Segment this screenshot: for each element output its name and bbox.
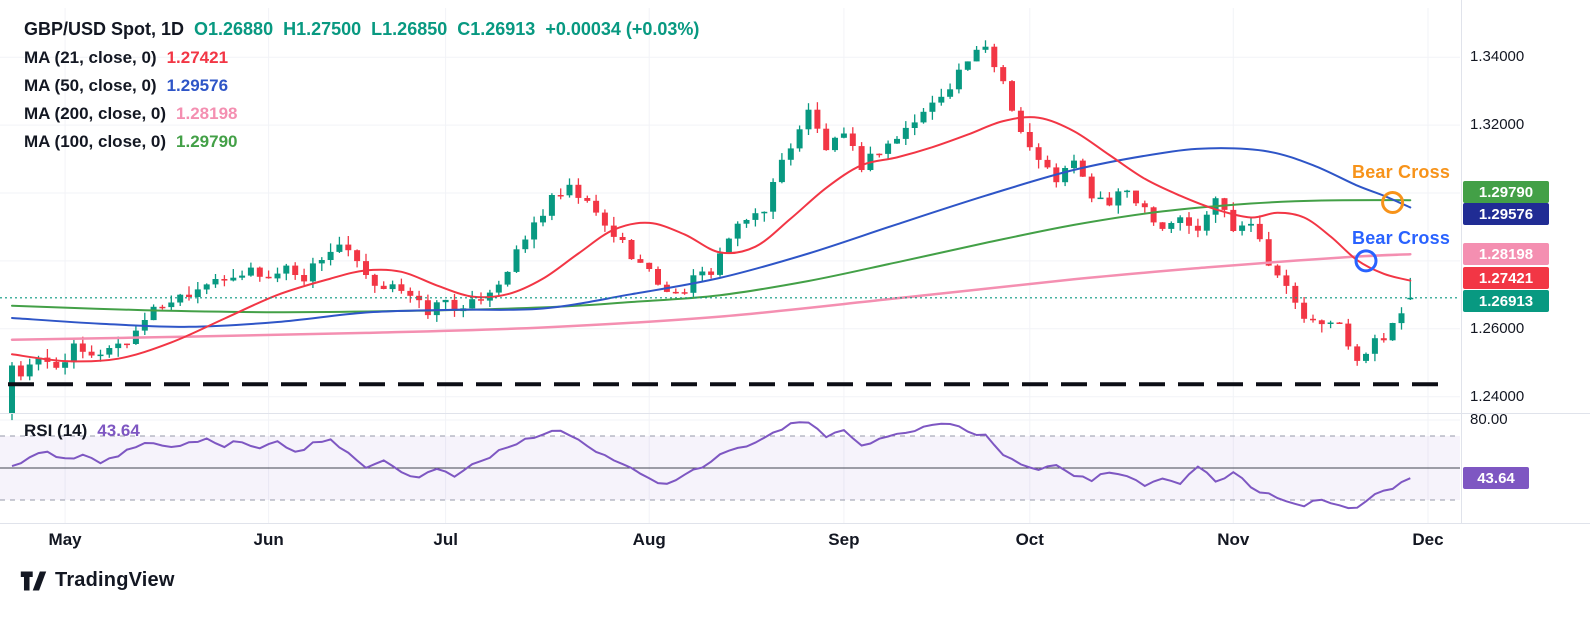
tradingview-attribution[interactable]: TradingView (20, 569, 175, 592)
tradingview-brand-text: TradingView (55, 569, 175, 591)
bear-cross-circle-upper (1381, 191, 1405, 214)
rsi-label: RSI (14) (24, 421, 88, 440)
ma-200-label: MA (200, close, 0) (24, 104, 167, 123)
ohlc-low: L1.26850 (371, 18, 448, 39)
time-axis-label-nov: Nov (1217, 530, 1250, 549)
price-axis-label: 1.34000 (1470, 48, 1525, 66)
time-axis-label-oct: Oct (1015, 530, 1044, 549)
chart-legend: GBP/USD Spot, 1D O1.26880 H1.27500 L1.26… (24, 14, 699, 156)
ma-50-value: 1.29576 (166, 76, 229, 95)
ma-200-legend-row[interactable]: MA (200, close, 0) 1.28198 (24, 100, 699, 128)
ohlc-close: C1.26913 (457, 18, 536, 39)
ma-100-label: MA (100, close, 0) (24, 132, 167, 151)
ohlc-change: +0.00034 (+0.03%) (545, 18, 700, 39)
rsi-band (0, 435, 1460, 501)
ma-21-value: 1.27421 (166, 48, 229, 67)
price-axis-separator (1461, 0, 1462, 523)
time-axis-label-sep: Sep (828, 530, 860, 549)
symbol-title[interactable]: GBP/USD Spot, 1D (24, 18, 185, 39)
rsi-value-badge: 43.64 (1463, 467, 1529, 489)
price-badge-ma21: 1.27421 (1463, 267, 1549, 289)
ohlc-high: H1.27500 (283, 18, 362, 39)
ma200-line (10, 252, 1412, 341)
ma-21-legend-row[interactable]: MA (21, close, 0) 1.27421 (24, 44, 699, 72)
price-badge-ma200: 1.28198 (1463, 243, 1549, 265)
price-axis-label: 1.24000 (1470, 387, 1525, 405)
bear-cross-circle-lower (1354, 249, 1378, 273)
time-axis-label-jul: Jul (433, 530, 458, 549)
ma-200-value: 1.28198 (176, 104, 238, 123)
ma21-line (11, 116, 1412, 363)
price-axis-label: 1.32000 (1470, 116, 1525, 134)
bear-cross-annotation-upper: Bear Cross (1352, 162, 1451, 182)
rsi-value: 43.64 (97, 421, 140, 440)
ma-21-label: MA (21, close, 0) (24, 48, 157, 67)
rsi-line (11, 421, 1411, 510)
symbol-row[interactable]: GBP/USD Spot, 1D O1.26880 H1.27500 L1.26… (24, 14, 699, 44)
ma100-line (11, 199, 1412, 314)
tradingview-logo-icon (20, 570, 47, 591)
rsi-legend-row[interactable]: RSI (14) 43.64 (24, 421, 140, 441)
ma-50-label: MA (50, close, 0) (24, 76, 157, 95)
ma50-line (11, 147, 1412, 328)
ma-100-value: 1.29790 (176, 132, 238, 151)
bear-cross-annotation-lower: Bear Cross (1352, 228, 1451, 248)
ohlc-open: O1.26880 (194, 18, 274, 39)
price-badge-last-price: 1.26913 (1463, 290, 1549, 312)
time-axis-label-may: May (48, 530, 82, 549)
time-axis-separator (0, 523, 1590, 524)
ma-50-legend-row[interactable]: MA (50, close, 0) 1.29576 (24, 72, 699, 100)
candles (9, 40, 1414, 421)
price-badge-ma100: 1.29790 (1463, 181, 1549, 203)
time-axis-label-dec: Dec (1412, 530, 1444, 549)
price-axis-label: 1.26000 (1470, 319, 1525, 337)
rsi-axis-label-80: 80.00 (1470, 411, 1508, 428)
panel-separator (0, 413, 1590, 414)
price-badge-ma50: 1.29576 (1463, 203, 1549, 225)
time-axis-label-aug: Aug (632, 530, 666, 549)
time-axis-label-jun: Jun (253, 530, 284, 549)
ma-100-legend-row[interactable]: MA (100, close, 0) 1.29790 (24, 128, 699, 156)
